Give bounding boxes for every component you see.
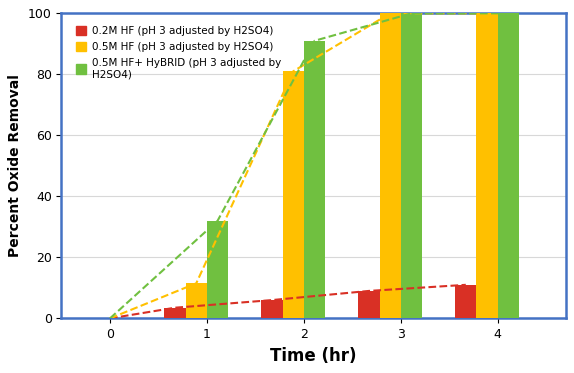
Bar <box>379 13 401 319</box>
Bar <box>476 13 498 319</box>
Bar <box>401 13 422 319</box>
Bar <box>304 41 325 319</box>
Bar <box>164 308 185 319</box>
X-axis label: Time (hr): Time (hr) <box>270 347 357 365</box>
Bar <box>185 283 207 319</box>
Bar <box>358 291 379 319</box>
Bar <box>498 13 519 319</box>
Bar <box>455 285 476 319</box>
Bar <box>261 300 282 319</box>
Legend: 0.2M HF (pH 3 adjusted by H2SO4), 0.5M HF (pH 3 adjusted by H2SO4), 0.5M HF+ HyB: 0.2M HF (pH 3 adjusted by H2SO4), 0.5M H… <box>72 22 285 84</box>
Y-axis label: Percent Oxide Removal: Percent Oxide Removal <box>9 75 22 257</box>
Bar <box>282 71 304 319</box>
Bar <box>207 221 228 319</box>
